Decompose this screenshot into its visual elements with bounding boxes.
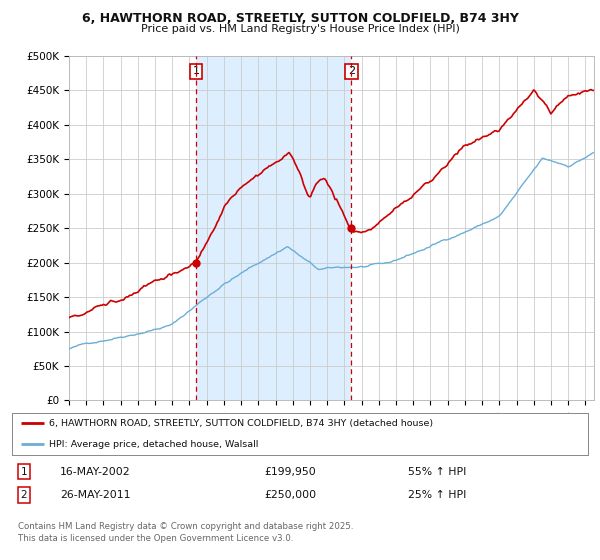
Text: 2: 2 bbox=[348, 67, 355, 77]
Text: £199,950: £199,950 bbox=[264, 466, 316, 477]
Text: HPI: Average price, detached house, Walsall: HPI: Average price, detached house, Wals… bbox=[49, 440, 259, 449]
Text: £250,000: £250,000 bbox=[264, 490, 316, 500]
Text: 26-MAY-2011: 26-MAY-2011 bbox=[60, 490, 131, 500]
Text: 25% ↑ HPI: 25% ↑ HPI bbox=[408, 490, 466, 500]
Text: 6, HAWTHORN ROAD, STREETLY, SUTTON COLDFIELD, B74 3HY (detached house): 6, HAWTHORN ROAD, STREETLY, SUTTON COLDF… bbox=[49, 419, 434, 428]
Text: 6, HAWTHORN ROAD, STREETLY, SUTTON COLDFIELD, B74 3HY: 6, HAWTHORN ROAD, STREETLY, SUTTON COLDF… bbox=[82, 12, 518, 25]
Text: 1: 1 bbox=[193, 67, 200, 77]
Bar bbox=[196, 56, 351, 400]
Text: 2: 2 bbox=[20, 490, 28, 500]
Text: Price paid vs. HM Land Registry's House Price Index (HPI): Price paid vs. HM Land Registry's House … bbox=[140, 24, 460, 34]
Text: 16-MAY-2002: 16-MAY-2002 bbox=[60, 466, 131, 477]
Text: 55% ↑ HPI: 55% ↑ HPI bbox=[408, 466, 466, 477]
Text: Contains HM Land Registry data © Crown copyright and database right 2025.
This d: Contains HM Land Registry data © Crown c… bbox=[18, 522, 353, 543]
Text: 1: 1 bbox=[20, 466, 28, 477]
